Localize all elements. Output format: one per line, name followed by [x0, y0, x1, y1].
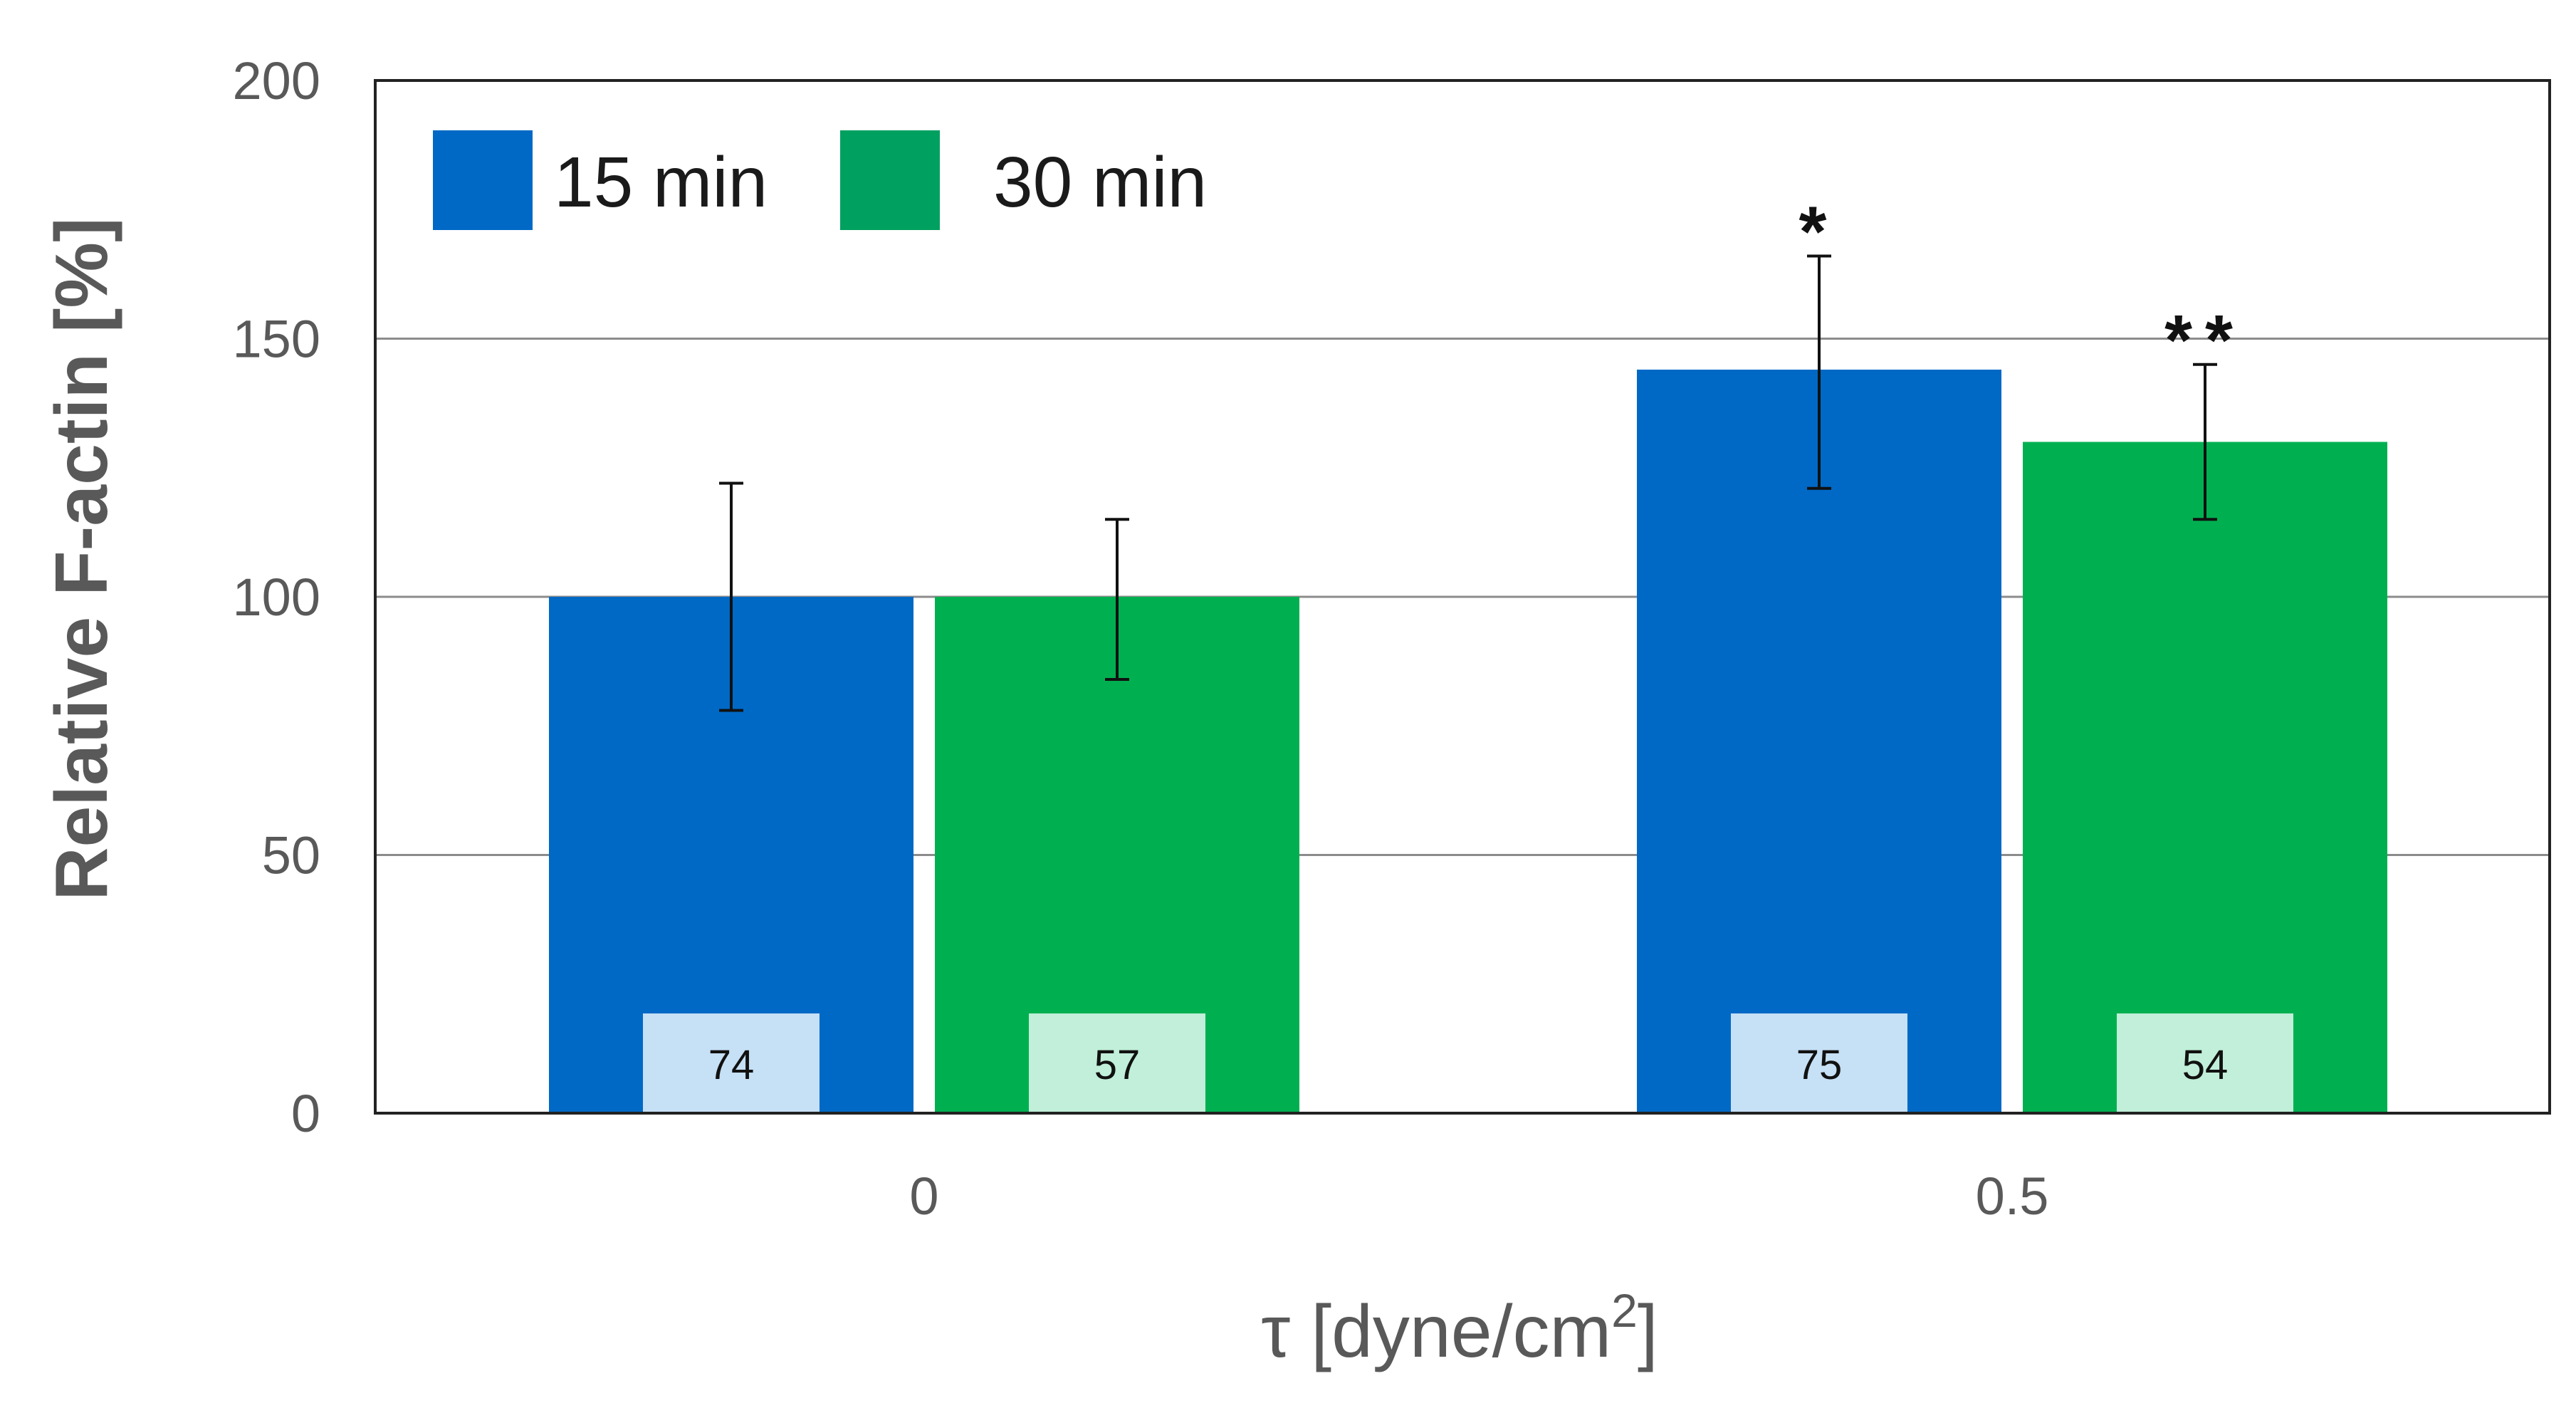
x-axis-ticks: 0 0.5 — [909, 1167, 2048, 1226]
x-axis-label-superscript: 2 — [1611, 1284, 1638, 1337]
sample-size-box-bg — [2117, 1013, 2293, 1113]
bars — [549, 370, 2387, 1113]
bar — [2023, 442, 2387, 1113]
y-tick-label: 150 — [233, 310, 320, 369]
sample-size-label: 54 — [2182, 1042, 2229, 1088]
legend-swatch-15min — [433, 130, 533, 230]
bar — [1637, 370, 2001, 1113]
x-tick-label: 0.5 — [1976, 1167, 2049, 1226]
y-tick-label: 100 — [233, 568, 320, 627]
sample-size-box-bg — [1731, 1013, 1907, 1113]
y-axis-label: Relative F-actin [%] — [41, 217, 123, 900]
sample-size-box: 74 — [643, 1013, 820, 1113]
x-axis-label-main: τ [dyne/cm — [1261, 1290, 1611, 1373]
significance-marker: ** — [2164, 301, 2246, 380]
legend-label-30min: 30 min — [993, 142, 1207, 222]
y-tick-label: 200 — [233, 51, 320, 110]
sample-size-label: 57 — [1094, 1042, 1141, 1088]
significance-markers: *** — [1799, 192, 2246, 380]
legend-swatch-30min — [840, 130, 940, 230]
sample-size-box: 57 — [1029, 1013, 1205, 1113]
sample-size-label: 75 — [1796, 1042, 1843, 1088]
error-bar — [719, 481, 743, 712]
sample-size-box-bg — [1029, 1013, 1205, 1113]
y-tick-label: 0 — [291, 1084, 320, 1143]
y-tick-label: 50 — [262, 826, 320, 885]
sample-size-box: 54 — [2117, 1013, 2293, 1113]
sample-size-box: 75 — [1731, 1013, 1907, 1113]
sample-size-labels: 74 75 57 54 — [643, 1013, 2293, 1113]
sample-size-box-bg — [643, 1013, 820, 1113]
y-axis-ticks: 0 50 100 150 200 — [233, 51, 320, 1143]
error-bars — [719, 254, 2217, 712]
x-axis-label: τ [dyne/cm2] — [1261, 1284, 1658, 1373]
plot-frame — [374, 79, 2551, 1115]
error-bar — [1807, 254, 1831, 490]
x-tick-label: 0 — [909, 1167, 938, 1226]
sample-size-label: 74 — [708, 1042, 755, 1088]
error-bar — [1105, 518, 1129, 681]
significance-marker: * — [1799, 192, 1840, 272]
legend-label-15min: 15 min — [554, 142, 768, 222]
error-bar — [2193, 363, 2217, 521]
legend: 15 min 30 min — [433, 130, 1207, 230]
x-axis-label-close: ] — [1638, 1290, 1658, 1373]
